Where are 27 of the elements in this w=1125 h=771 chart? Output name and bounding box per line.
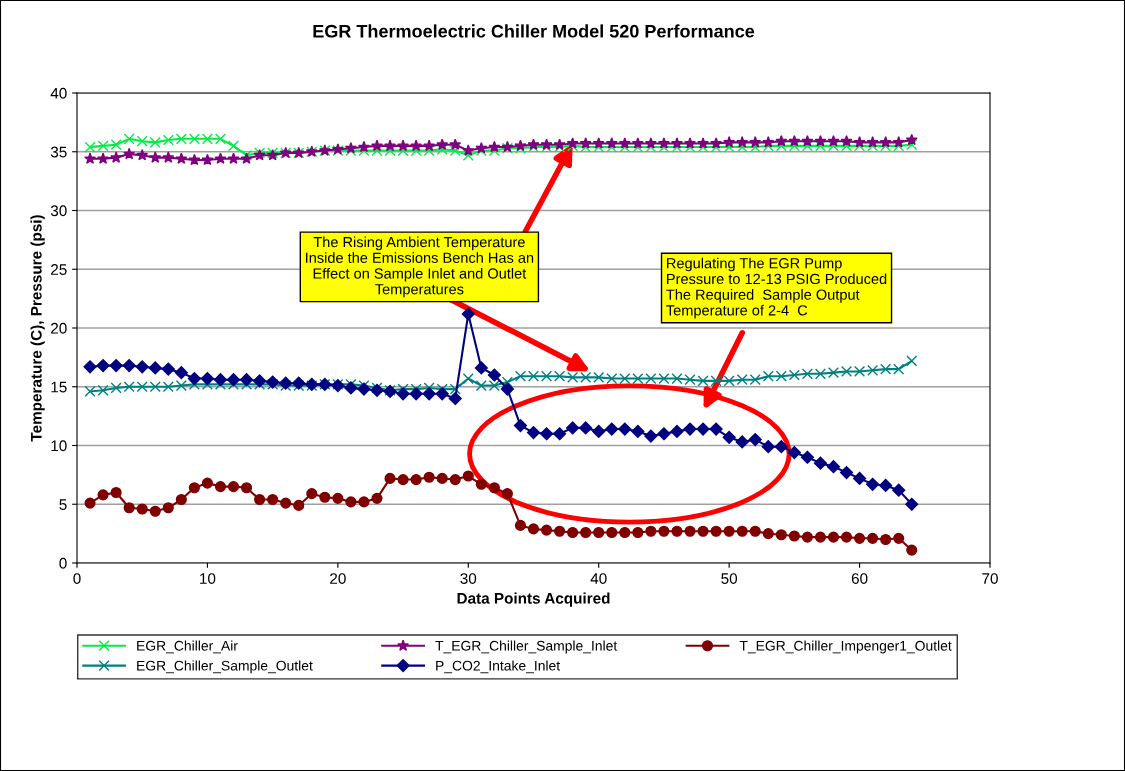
legend-label: P_CO2_Intake_Inlet — [436, 660, 561, 674]
y-tick-label: 5 — [59, 499, 67, 510]
y-tick-label: 35 — [50, 146, 67, 158]
legend-label: T_EGR_Chiller_Sample_Inlet — [435, 640, 618, 654]
x-tick-label: 40 — [590, 573, 607, 584]
annotation: The Rising Ambient Temperature Inside the Emissions Bench Has an Effect on Sample Inlet and Outlet Temperatures — [306, 236, 534, 298]
y-axis-title: Temperature (C), Pressure (psi) — [30, 215, 45, 442]
legend-label: T_EGR_Chiller_Impenger1_Outlet — [739, 640, 952, 654]
chart-title: EGR Thermoelectric Chiller Model 520 Performance — [313, 24, 755, 38]
legend-label: EGR_Chiller_Sample_Outlet — [137, 660, 313, 674]
x-tick-label: 10 — [200, 573, 216, 584]
x-tick-label: 50 — [721, 573, 738, 584]
annotation: Regulating The EGR Pump Pressure to 12-13 PSIG Produced The Required Sample Output Temperature of 2-4 C — [666, 257, 887, 319]
x-tick-label: 30 — [460, 573, 477, 584]
y-tick-label: 15 — [51, 381, 67, 393]
legend-label: EGR_Chiller_Air — [137, 640, 238, 654]
x-tick-label: 0 — [73, 573, 81, 584]
x-tick-label: 20 — [330, 573, 346, 584]
y-tick-label: 25 — [51, 264, 67, 275]
y-tick-label: 10 — [51, 440, 67, 452]
y-tick-label: 40 — [50, 87, 67, 99]
x-tick-label: 60 — [851, 573, 868, 584]
y-tick-label: 0 — [59, 557, 67, 569]
y-tick-label: 20 — [51, 322, 67, 334]
x-axis-title: Data Points Acquired — [457, 592, 610, 607]
x-tick-label: 70 — [982, 573, 998, 584]
y-tick-label: 30 — [50, 205, 67, 217]
